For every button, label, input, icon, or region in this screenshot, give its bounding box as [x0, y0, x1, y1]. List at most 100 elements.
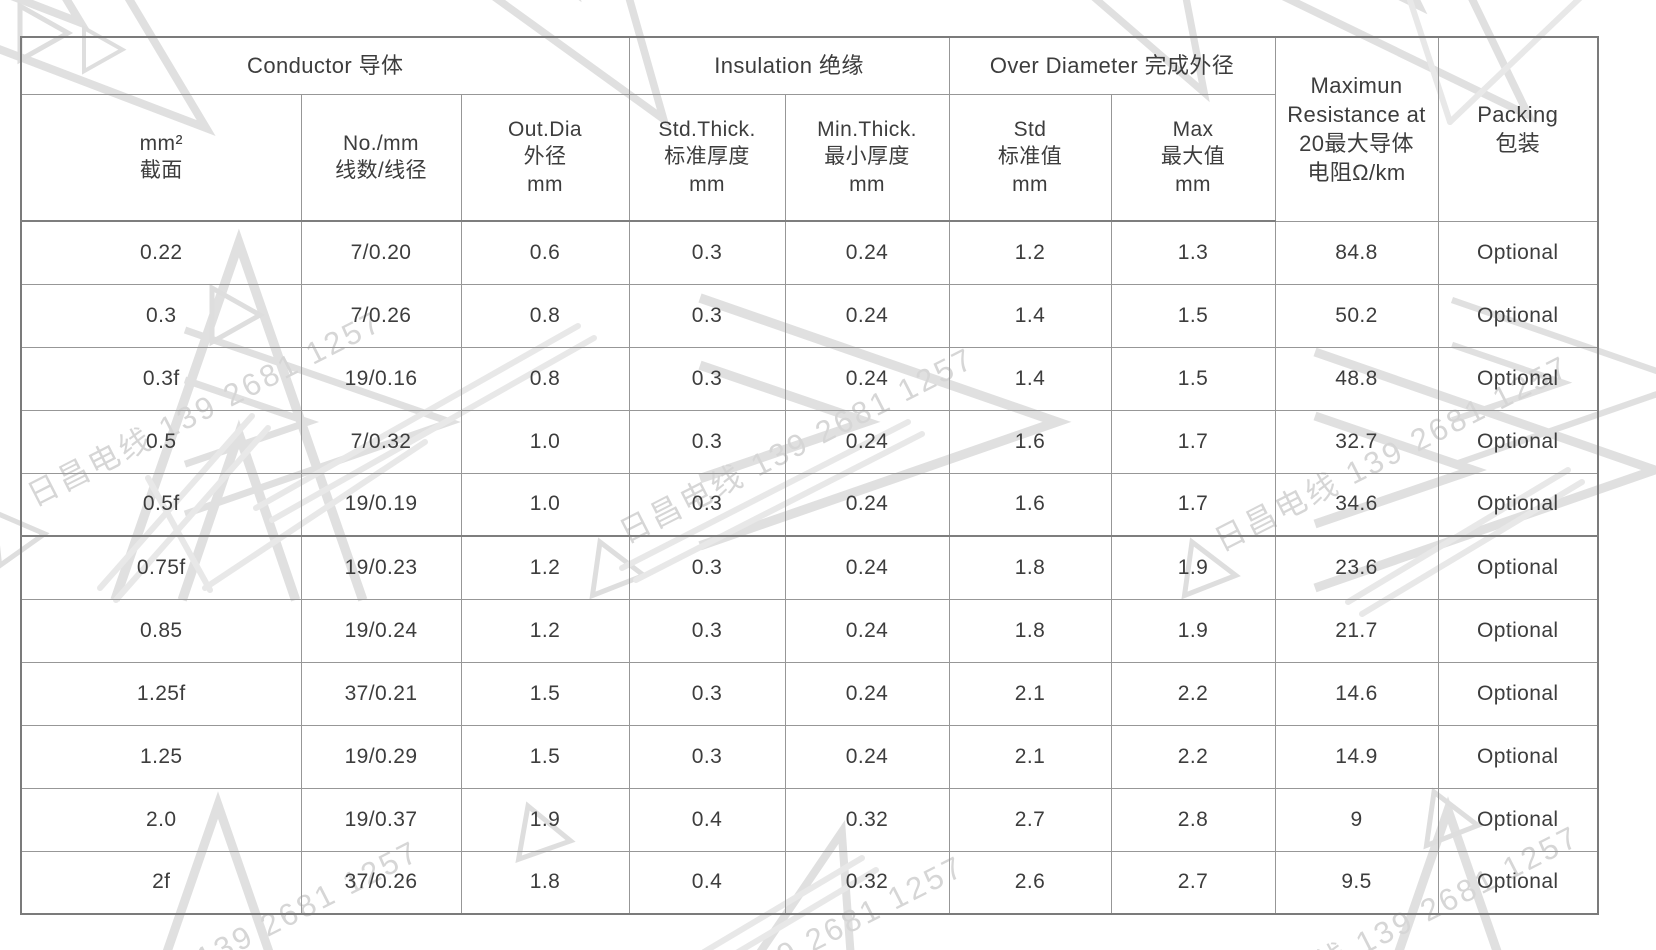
header-od-std: Std 标准值 mm [948, 93, 1112, 222]
table-cell: 1.0 [460, 409, 630, 474]
table-cell: 1.25f [20, 661, 302, 726]
table-cell: Optional [1437, 787, 1599, 852]
table-cell: 2.8 [1110, 787, 1276, 852]
table-cell: 50.2 [1274, 283, 1439, 348]
table-cell: 14.6 [1274, 661, 1439, 726]
table-cell: 0.4 [628, 850, 786, 915]
header-over-diameter-group: Over Diameter 完成外径 [948, 36, 1276, 95]
table-cell: 1.5 [1110, 346, 1276, 411]
table-cell: 2.1 [948, 661, 1112, 726]
table-row: 1.25f 37/0.21 1.5 0.3 0.24 2.1 2.2 14.6 Optional [20, 661, 1599, 726]
table-cell: 0.8 [460, 346, 630, 411]
table-cell: 7/0.20 [300, 220, 462, 285]
table-cell: 0.85 [20, 598, 302, 663]
table-cell: 0.24 [784, 661, 950, 726]
header-cross-section: mm² 截面 [20, 93, 302, 222]
table-row: 0.5f 19/0.19 1.0 0.3 0.24 1.6 1.7 34.6 Optional [20, 472, 1599, 537]
table-cell: 1.8 [948, 598, 1112, 663]
table-cell: 37/0.26 [300, 850, 462, 915]
table-cell: 19/0.19 [300, 472, 462, 537]
table-cell: 0.24 [784, 346, 950, 411]
table-cell: 14.9 [1274, 724, 1439, 789]
table-cell: 1.0 [460, 472, 630, 537]
table-cell: 0.75f [20, 535, 302, 600]
table-cell: Optional [1437, 409, 1599, 474]
table-cell: 0.32 [784, 787, 950, 852]
table-cell: 0.3 [628, 409, 786, 474]
header-od-max: Max 最大值 mm [1110, 93, 1276, 222]
header-conductor-group: Conductor 导体 [20, 36, 630, 95]
table-cell: 0.24 [784, 724, 950, 789]
table-cell: 19/0.29 [300, 724, 462, 789]
table-cell: 1.6 [948, 472, 1112, 537]
table-cell: 1.8 [460, 850, 630, 915]
table-cell: Optional [1437, 535, 1599, 600]
table-body: 0.22 7/0.20 0.6 0.3 0.24 1.2 1.3 84.8 Optional 0.… [20, 220, 1599, 915]
table-cell: 0.24 [784, 472, 950, 537]
table-row: 0.22 7/0.20 0.6 0.3 0.24 1.2 1.3 84.8 Optional [20, 220, 1599, 285]
table-cell: 1.4 [948, 346, 1112, 411]
table-cell: Optional [1437, 661, 1599, 726]
table-cell: 48.8 [1274, 346, 1439, 411]
table-cell: 1.3 [1110, 220, 1276, 285]
header-out-dia: Out.Dia 外径 mm [460, 93, 630, 222]
table-row: 0.3 7/0.26 0.8 0.3 0.24 1.4 1.5 50.2 Optional [20, 283, 1599, 348]
table-cell: 0.3 [20, 283, 302, 348]
table-cell: 1.9 [1110, 598, 1276, 663]
header-packing: Packing 包装 [1437, 36, 1599, 222]
table-cell: 0.3 [628, 598, 786, 663]
header-insulation-group: Insulation 绝缘 [628, 36, 950, 95]
table-cell: Optional [1437, 346, 1599, 411]
table-cell: 0.3 [628, 472, 786, 537]
table-cell: 1.5 [1110, 283, 1276, 348]
table-cell: 2.0 [20, 787, 302, 852]
table-cell: 0.3 [628, 661, 786, 726]
table-cell: 1.8 [948, 535, 1112, 600]
table-cell: 0.8 [460, 283, 630, 348]
table-cell: 0.5 [20, 409, 302, 474]
table-row: 0.5 7/0.32 1.0 0.3 0.24 1.6 1.7 32.7 Optional [20, 409, 1599, 474]
table-cell: 2.7 [948, 787, 1112, 852]
table-cell: 2.1 [948, 724, 1112, 789]
table-cell: 84.8 [1274, 220, 1439, 285]
table-cell: 1.2 [948, 220, 1112, 285]
table-cell: 1.25 [20, 724, 302, 789]
table-cell: 19/0.37 [300, 787, 462, 852]
table-cell: 0.32 [784, 850, 950, 915]
table-row: 0.3f 19/0.16 0.8 0.3 0.24 1.4 1.5 48.8 Optional [20, 346, 1599, 411]
table-cell: 1.7 [1110, 409, 1276, 474]
table-cell: 1.9 [1110, 535, 1276, 600]
table-cell: 1.5 [460, 661, 630, 726]
table-cell: 2.2 [1110, 661, 1276, 726]
table-cell: 1.5 [460, 724, 630, 789]
table-cell: 37/0.21 [300, 661, 462, 726]
table-cell: Optional [1437, 283, 1599, 348]
table-cell: 0.5f [20, 472, 302, 537]
table-cell: Optional [1437, 724, 1599, 789]
table-cell: 0.6 [460, 220, 630, 285]
table-row: 0.85 19/0.24 1.2 0.3 0.24 1.8 1.9 21.7 Optional [20, 598, 1599, 663]
table-cell: 2.7 [1110, 850, 1276, 915]
header-std-thick: Std.Thick. 标准厚度 mm [628, 93, 786, 222]
table-cell: 19/0.23 [300, 535, 462, 600]
table-cell: 9 [1274, 787, 1439, 852]
table-cell: 0.3 [628, 220, 786, 285]
table-cell: Optional [1437, 472, 1599, 537]
table-cell: 1.4 [948, 283, 1112, 348]
table-cell: 1.6 [948, 409, 1112, 474]
header-max-resistance: Maximun Resistance at 20最大导体 电阻Ω/km [1274, 36, 1439, 222]
table-cell: 23.6 [1274, 535, 1439, 600]
table-header: Conductor 导体 Insulation 绝缘 Over Diameter… [20, 36, 1599, 222]
header-sub-row: mm² 截面 No./mm 线数/线径 Out.Dia 外径 mm Std.Th… [20, 93, 1598, 222]
table-cell: 1.9 [460, 787, 630, 852]
table-cell: 0.24 [784, 283, 950, 348]
table-cell: 32.7 [1274, 409, 1439, 474]
table-row: 1.25 19/0.29 1.5 0.3 0.24 2.1 2.2 14.9 Optional [20, 724, 1599, 789]
table-row: 2.0 19/0.37 1.9 0.4 0.32 2.7 2.8 9 Optional [20, 787, 1599, 852]
table-cell: Optional [1437, 220, 1599, 285]
table-cell: 1.7 [1110, 472, 1276, 537]
table-cell: 0.3 [628, 346, 786, 411]
table-cell: 0.4 [628, 787, 786, 852]
table-cell: 0.3f [20, 346, 302, 411]
